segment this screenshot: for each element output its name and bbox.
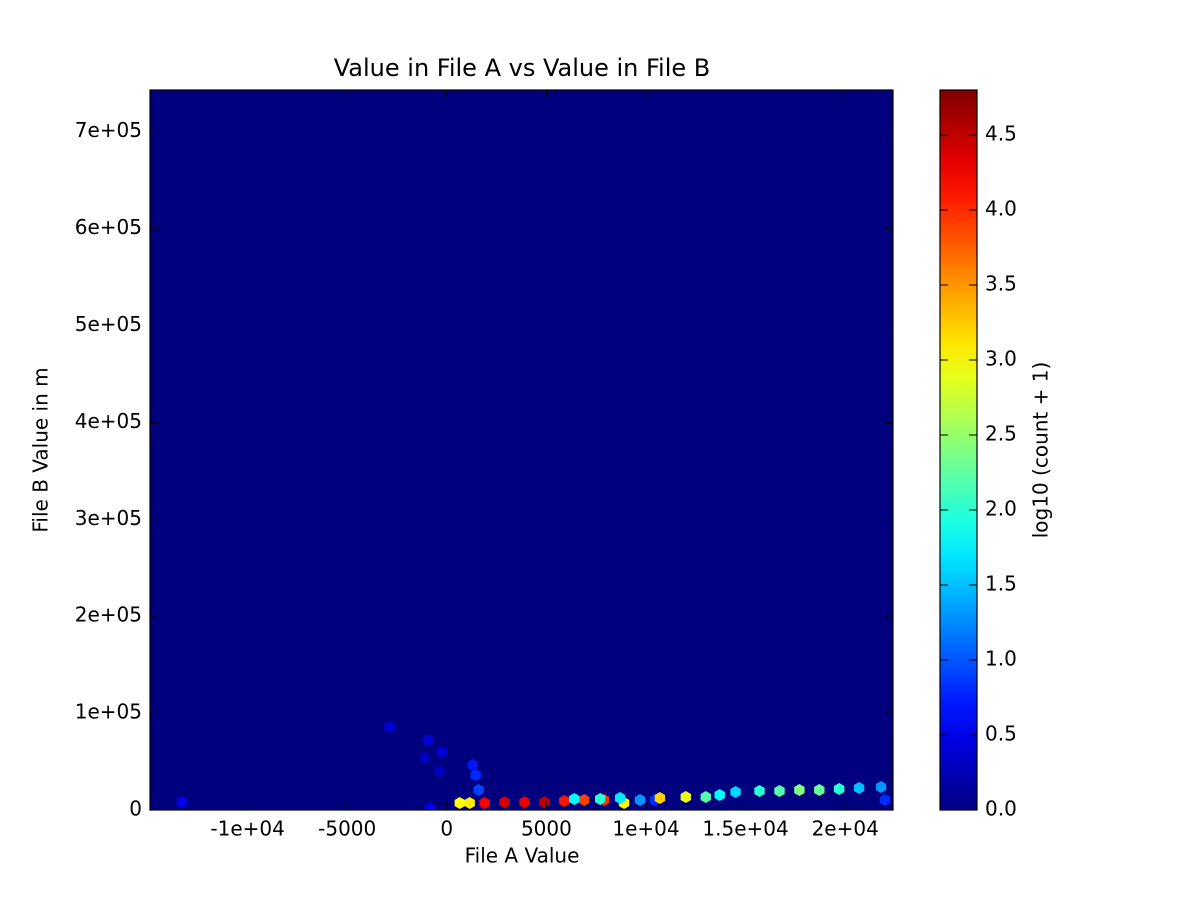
hex-cell bbox=[519, 796, 530, 809]
colorbar-tick-label: 1.0 bbox=[985, 647, 1017, 671]
x-tick-label: -1e+04 bbox=[210, 817, 284, 841]
plot-frame bbox=[149, 89, 894, 811]
colorbar-label: log10 (count + 1) bbox=[1029, 362, 1053, 539]
hex-cell bbox=[473, 784, 484, 796]
colorbar-tick-label: 3.5 bbox=[985, 272, 1017, 296]
hex-cell bbox=[470, 769, 481, 782]
y-tick-label: 4e+05 bbox=[75, 409, 142, 433]
x-axis-label: File A Value bbox=[465, 844, 580, 868]
hex-cell bbox=[464, 797, 475, 809]
y-tick-label: 7e+05 bbox=[75, 118, 142, 142]
y-tick-label: 5e+05 bbox=[75, 312, 142, 336]
y-tick-label: 3e+05 bbox=[75, 506, 142, 530]
colorbar-tick-label: 3.0 bbox=[985, 347, 1017, 371]
hex-cell bbox=[714, 789, 725, 801]
y-tick-label: 0 bbox=[129, 797, 142, 821]
hex-cell bbox=[434, 765, 445, 778]
hex-cell bbox=[774, 785, 785, 797]
colorbar-tick-label: 4.0 bbox=[985, 197, 1017, 221]
hex-layer bbox=[176, 721, 891, 810]
hex-cell bbox=[595, 793, 606, 805]
colorbar bbox=[939, 89, 978, 811]
hex-cell bbox=[479, 797, 490, 809]
chart-title: Value in File A vs Value in File B bbox=[334, 54, 711, 82]
hex-cell bbox=[454, 797, 465, 809]
y-tick-label: 1e+05 bbox=[75, 700, 142, 724]
x-tick-label: -5000 bbox=[318, 817, 376, 841]
colorbar-tick-label: 4.5 bbox=[985, 122, 1017, 146]
hex-cell bbox=[853, 782, 865, 794]
colorbar-tick-label: 1.5 bbox=[985, 572, 1017, 596]
y-axis-label: File B Value in m bbox=[29, 367, 53, 532]
hex-cell bbox=[614, 792, 626, 804]
y-tick-label: 2e+05 bbox=[75, 603, 142, 627]
hex-cell bbox=[730, 786, 741, 798]
hex-cell bbox=[419, 752, 431, 764]
x-tick-label: 1e+04 bbox=[612, 817, 679, 841]
x-tick-label: 0 bbox=[440, 817, 453, 841]
colorbar-tick-label: 2.0 bbox=[985, 497, 1017, 521]
hex-cell bbox=[879, 794, 891, 806]
hex-cell bbox=[814, 784, 825, 796]
hex-cell bbox=[539, 796, 550, 809]
hex-cell bbox=[794, 784, 805, 796]
x-tick-label: 5000 bbox=[521, 817, 572, 841]
hex-cell bbox=[754, 785, 765, 797]
hex-cell bbox=[654, 792, 666, 804]
plot-background bbox=[150, 90, 893, 810]
hex-cell bbox=[424, 802, 436, 810]
hex-cell bbox=[875, 781, 887, 793]
colorbar-tick-label: 2.5 bbox=[985, 422, 1017, 446]
hex-cell bbox=[700, 791, 711, 803]
hex-cell bbox=[834, 783, 845, 795]
hex-cell bbox=[176, 796, 188, 808]
hex-cell bbox=[680, 791, 691, 803]
hex-cell bbox=[579, 794, 590, 806]
x-tick-label: 1.5e+04 bbox=[702, 817, 788, 841]
colorbar-tick-label: 0.5 bbox=[985, 722, 1017, 746]
hex-cell bbox=[422, 734, 434, 747]
hex-cell bbox=[436, 745, 447, 758]
hex-cell bbox=[569, 793, 580, 805]
x-tick-label: 2e+04 bbox=[812, 817, 879, 841]
hex-cell bbox=[559, 795, 570, 807]
hex-cell bbox=[499, 796, 510, 809]
y-tick-label: 6e+05 bbox=[75, 215, 142, 239]
colorbar-tick-label: 0.0 bbox=[985, 797, 1017, 821]
hex-cell bbox=[384, 721, 395, 733]
hex-cell bbox=[634, 794, 646, 806]
hex-cell bbox=[467, 759, 478, 771]
